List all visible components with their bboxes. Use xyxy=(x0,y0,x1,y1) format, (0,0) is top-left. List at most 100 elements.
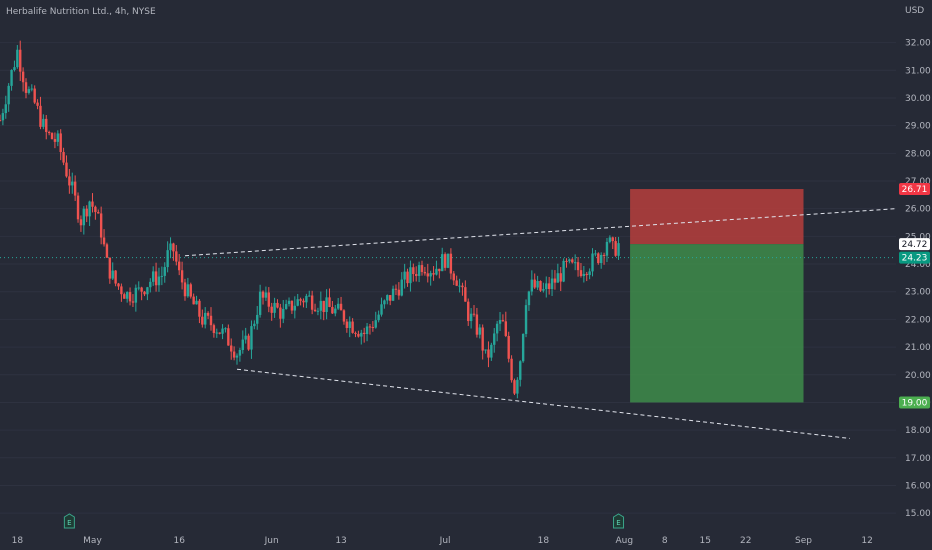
candle xyxy=(71,172,74,194)
price-axis[interactable]: 15.00 16.00 17.00 18.00 19.00 20.00 21.00 22.00… xyxy=(905,39,931,520)
candle xyxy=(409,260,412,292)
trendlines[interactable] xyxy=(184,208,897,439)
candle xyxy=(504,311,508,338)
y-tick-label: 20.00 xyxy=(905,371,931,381)
candle xyxy=(472,305,476,317)
candle xyxy=(608,235,612,244)
candle xyxy=(380,297,383,317)
currency-label: USD xyxy=(905,6,924,16)
candle xyxy=(253,320,256,330)
svg-text:24.72: 24.72 xyxy=(902,240,928,250)
svg-text:26.71: 26.71 xyxy=(902,185,928,195)
candle xyxy=(105,242,109,259)
candle xyxy=(403,263,406,289)
earnings-icon[interactable]: E xyxy=(613,513,625,529)
candle xyxy=(19,40,22,82)
candle xyxy=(519,360,522,387)
candle xyxy=(137,281,140,291)
y-tick-label: 17.00 xyxy=(905,454,931,464)
candle xyxy=(568,258,571,264)
candle xyxy=(351,318,354,334)
candle xyxy=(206,311,210,320)
candle xyxy=(545,276,548,298)
candle xyxy=(30,84,33,92)
candle xyxy=(374,311,377,329)
candle xyxy=(238,347,242,362)
candle xyxy=(559,267,562,292)
candle xyxy=(345,319,349,333)
candles xyxy=(0,40,620,399)
candle xyxy=(478,324,481,339)
candle xyxy=(449,248,453,280)
candle xyxy=(490,342,493,361)
candle xyxy=(267,287,270,313)
candle xyxy=(143,291,146,297)
candle xyxy=(166,241,169,273)
price-tag: 24.72 xyxy=(899,238,930,251)
candle xyxy=(611,236,614,250)
candle xyxy=(498,311,502,331)
candle xyxy=(296,293,299,307)
candle xyxy=(313,303,317,312)
candle xyxy=(614,236,617,257)
y-tick-label: 21.00 xyxy=(905,343,931,353)
candle xyxy=(241,330,244,354)
candle xyxy=(204,307,207,329)
candle xyxy=(287,297,291,307)
candle xyxy=(475,307,479,338)
candle xyxy=(264,286,268,301)
candle xyxy=(507,331,510,363)
candle xyxy=(305,293,308,309)
stop-loss-zone[interactable] xyxy=(630,189,804,245)
candle xyxy=(39,96,42,130)
take-profit-zone[interactable] xyxy=(630,244,804,403)
position-zones[interactable] xyxy=(0,189,896,403)
candle xyxy=(134,284,138,312)
candle xyxy=(602,252,606,265)
x-tick-label: Jul xyxy=(439,536,451,546)
candle xyxy=(342,309,346,325)
candle xyxy=(279,303,282,328)
candle xyxy=(33,85,36,105)
candle xyxy=(302,298,305,308)
earnings-icon[interactable]: E xyxy=(63,513,75,529)
time-axis[interactable]: 18 May 16 Jun 13 Jul 18 Aug 8 15 22 Sep 12 xyxy=(12,536,873,546)
candle xyxy=(599,252,603,269)
candle xyxy=(438,268,441,279)
candle xyxy=(232,346,236,361)
candle xyxy=(4,95,7,119)
candle xyxy=(261,290,265,305)
candle xyxy=(464,280,467,302)
candle xyxy=(597,252,600,265)
candle xyxy=(79,215,83,232)
candle xyxy=(365,322,369,342)
candle xyxy=(73,175,77,201)
candle xyxy=(256,306,259,330)
y-tick-label: 27.00 xyxy=(905,177,931,187)
candle xyxy=(354,331,357,338)
candle xyxy=(111,262,114,281)
candle xyxy=(250,320,253,359)
candle xyxy=(94,205,97,220)
candle xyxy=(357,330,360,338)
y-tick-label: 32.00 xyxy=(905,39,931,49)
candle xyxy=(53,132,57,149)
candle xyxy=(215,328,218,338)
candle xyxy=(455,275,458,287)
candle xyxy=(114,270,117,287)
candle xyxy=(117,282,120,290)
trendline[interactable] xyxy=(236,368,850,439)
candle xyxy=(547,276,551,295)
candle xyxy=(59,129,62,161)
candle xyxy=(290,300,294,314)
candle xyxy=(406,268,409,287)
candle xyxy=(160,266,164,286)
candle xyxy=(76,192,80,223)
price-tag: 19.00 xyxy=(899,396,930,409)
x-tick-label: 13 xyxy=(335,536,346,546)
candle xyxy=(446,253,450,269)
candle xyxy=(556,263,560,283)
candle xyxy=(432,266,435,281)
